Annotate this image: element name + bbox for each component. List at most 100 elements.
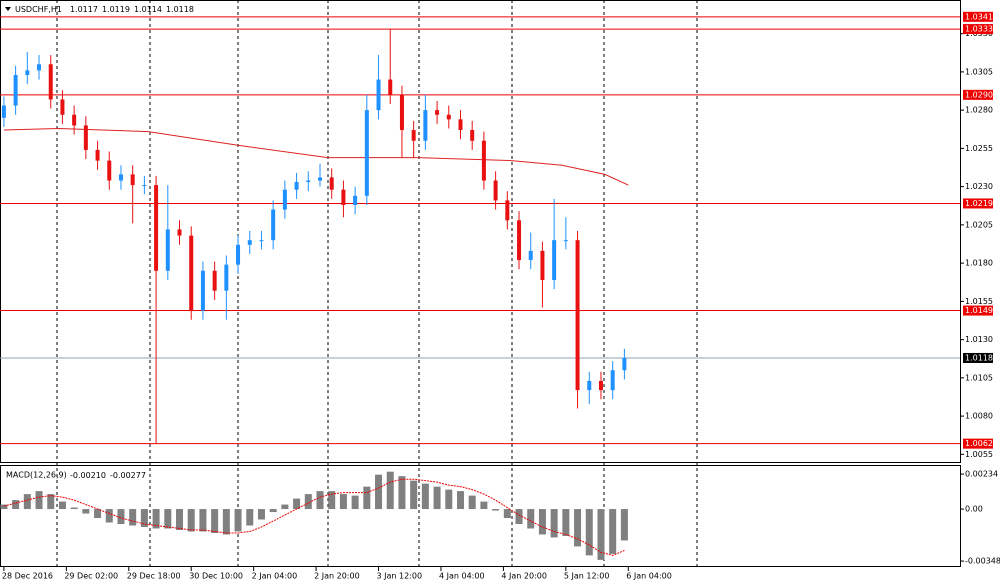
macd-bar [328, 491, 336, 510]
macd-bar [12, 500, 20, 510]
macd-bar [316, 491, 324, 510]
x-tick-label: 6 Jan 04:00 [626, 572, 672, 581]
macd-bar [351, 495, 359, 510]
macd-bar [609, 509, 617, 554]
macd-bar [527, 509, 535, 529]
level-label: 1.0341 [965, 12, 993, 21]
macd-bar [293, 498, 301, 510]
macd-bar [82, 509, 90, 514]
macd-bar [105, 509, 113, 523]
macd-bar [503, 509, 511, 519]
macd-bar [339, 494, 347, 510]
candle-body [493, 180, 498, 201]
candle-body [622, 357, 627, 371]
macd-bar [140, 509, 148, 527]
candle-body [1, 105, 6, 118]
candle-body [435, 110, 440, 115]
level-label-box [963, 89, 993, 100]
macd-readout: -0.00210 -0.00277 [70, 471, 146, 480]
x-tick-label: 30 Dec 10:00 [189, 572, 243, 581]
macd-bar [23, 494, 31, 510]
candle-body [282, 189, 287, 210]
candle-body [587, 380, 592, 391]
macd-bar [58, 501, 66, 510]
macd-bar [304, 494, 312, 510]
candle-body [154, 185, 159, 271]
candle-body [306, 180, 311, 183]
candle-body [528, 250, 533, 261]
macd-bar [363, 486, 371, 510]
candle-body [142, 185, 147, 187]
macd-bar [164, 509, 172, 529]
candle-body [610, 370, 615, 391]
macd-bar [269, 509, 277, 513]
x-tick-label: 4 Jan 20:00 [501, 572, 547, 581]
y-tick-label: 1.0055 [965, 450, 993, 459]
y-tick-label: 1.0305 [965, 67, 993, 76]
level-label: 1.0333 [965, 25, 993, 34]
macd-panel [0, 465, 961, 567]
macd-bar [480, 501, 488, 510]
macd-title: MACD(12,26,9) [6, 471, 67, 480]
macd-bar [117, 509, 125, 524]
menu-arrow [5, 7, 11, 11]
moving-average [3, 127, 629, 186]
price-panel [0, 0, 961, 463]
macd-bar [199, 509, 207, 532]
x-tick-label: 5 Jan 12:00 [564, 572, 610, 581]
macd-bar [152, 509, 160, 529]
candle-body [13, 74, 18, 106]
macd-bar [0, 504, 8, 510]
macd-bar [574, 509, 582, 547]
candle-body [165, 229, 170, 271]
candle-body [388, 79, 393, 95]
level-label-box [963, 24, 993, 35]
macd-bar [398, 476, 406, 510]
macd-bar [585, 509, 593, 556]
level-label: 1.0290 [965, 90, 993, 99]
ohlc-readout: 1.0114 [134, 5, 162, 14]
candle-body [259, 240, 264, 242]
level-label: 1.0149 [965, 306, 993, 315]
candle-body [540, 250, 545, 280]
macd-bar [257, 509, 265, 520]
candle-body [353, 195, 358, 205]
candle-body [118, 174, 123, 181]
macd-bar [550, 509, 558, 538]
current-price-label: 1.0118 [965, 353, 993, 362]
candle-body [505, 200, 510, 221]
candle-body [224, 264, 229, 291]
macd-bar [70, 507, 78, 510]
candle-body [271, 209, 276, 241]
x-tick-label: 2 Jan 20:00 [314, 572, 360, 581]
macd-bar [246, 509, 254, 526]
candle-body [364, 110, 369, 196]
symbol: USDCHF,H1 [15, 5, 62, 14]
y-tick-label: 1.0280 [965, 106, 993, 115]
candle-body [107, 160, 112, 181]
macd-y-tick-label: -0.00348 [965, 557, 1000, 566]
macd-value: -0.00277 [110, 471, 146, 480]
level-label: 1.0219 [965, 199, 993, 208]
candle-body [598, 380, 603, 391]
macd-bar [456, 491, 464, 510]
macd-bar [445, 489, 453, 510]
macd-value: -0.00210 [70, 471, 106, 480]
candle-body [446, 114, 451, 120]
candle-body [329, 177, 334, 190]
candle-body [236, 244, 241, 265]
level-label-box [963, 11, 993, 22]
macd-bar [620, 509, 628, 541]
y-tick-label: 1.0230 [965, 182, 993, 191]
macd-bar [562, 509, 570, 536]
candle-body [376, 79, 381, 111]
y-tick-label: 1.0155 [965, 297, 993, 306]
x-tick-label: 3 Jan 12:00 [377, 572, 423, 581]
level-label-box [963, 438, 993, 449]
y-tick-label: 1.0255 [965, 144, 993, 153]
candle-body [83, 125, 88, 150]
candle-body [294, 182, 299, 190]
macd-y-tick-label: 0.00 [965, 505, 983, 514]
candle-body [37, 64, 42, 71]
